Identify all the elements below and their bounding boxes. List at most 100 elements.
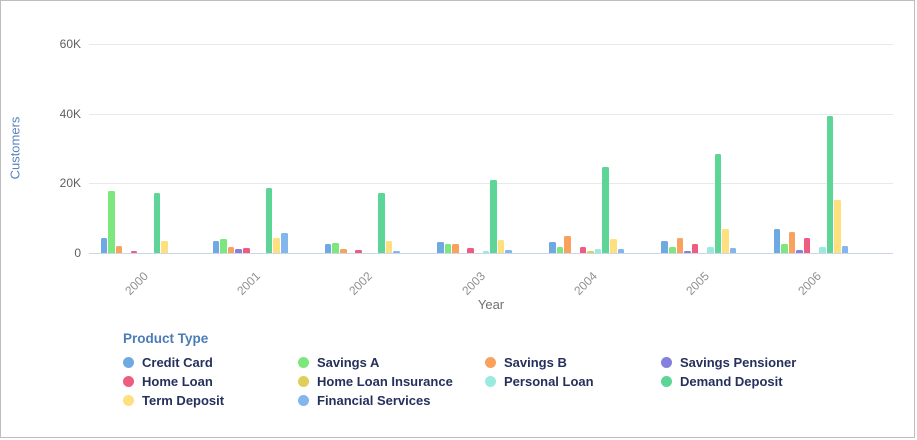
bar-savings-b[interactable]	[340, 249, 347, 253]
legend-item-demand-deposit[interactable]: Demand Deposit	[661, 374, 796, 389]
bar-credit-card[interactable]	[661, 241, 668, 253]
bar-personal-loan[interactable]	[707, 247, 714, 253]
bar-financial-services[interactable]	[618, 249, 625, 253]
bar-demand-deposit[interactable]	[154, 193, 161, 253]
bar-credit-card[interactable]	[774, 229, 781, 253]
bar-credit-card[interactable]	[549, 242, 556, 253]
bar-savings-b[interactable]	[116, 246, 123, 253]
bar-home-loan[interactable]	[131, 251, 138, 253]
legend-marker-icon	[485, 357, 496, 368]
bar-savings-a[interactable]	[669, 247, 676, 253]
bar-slot	[355, 44, 362, 253]
bar-group-2005	[661, 44, 736, 253]
bar-home-loan[interactable]	[355, 250, 362, 253]
bar-slot	[602, 44, 609, 253]
legend-marker-icon	[661, 376, 672, 387]
legend-item-label: Personal Loan	[504, 374, 594, 389]
bar-slot	[154, 44, 161, 253]
bar-savings-pensioner[interactable]	[235, 249, 242, 253]
bar-slot	[228, 44, 235, 253]
bar-slot	[161, 44, 168, 253]
bar-financial-services[interactable]	[505, 250, 512, 253]
bar-savings-b[interactable]	[677, 238, 684, 253]
bar-credit-card[interactable]	[213, 241, 220, 253]
bar-home-loan[interactable]	[243, 248, 250, 253]
bar-credit-card[interactable]	[325, 244, 332, 253]
bar-personal-loan[interactable]	[483, 251, 490, 253]
bar-term-deposit[interactable]	[386, 241, 393, 253]
legend-item-savings-b[interactable]: Savings B	[485, 355, 661, 370]
legend-marker-icon	[298, 376, 309, 387]
bar-demand-deposit[interactable]	[490, 180, 497, 253]
bar-home-loan[interactable]	[692, 244, 699, 253]
bar-savings-a[interactable]	[781, 244, 788, 253]
legend-item-label: Demand Deposit	[680, 374, 783, 389]
bar-savings-a[interactable]	[108, 191, 115, 253]
bar-slot	[618, 44, 625, 253]
bar-financial-services[interactable]	[842, 246, 849, 253]
bar-slot	[730, 44, 737, 253]
bar-savings-pensioner[interactable]	[796, 250, 803, 253]
bar-credit-card[interactable]	[101, 238, 108, 253]
legend-marker-icon	[123, 376, 134, 387]
legend-item-home-loan-insurance[interactable]: Home Loan Insurance	[298, 374, 485, 389]
bar-home-loan[interactable]	[804, 238, 811, 253]
bar-demand-deposit[interactable]	[715, 154, 722, 253]
bar-demand-deposit[interactable]	[602, 167, 609, 253]
legend-item-label: Credit Card	[142, 355, 213, 370]
bar-savings-a[interactable]	[220, 239, 227, 253]
bar-savings-a[interactable]	[332, 243, 339, 253]
legend-title: Product Type	[123, 331, 796, 346]
legend-item-label: Home Loan Insurance	[317, 374, 453, 389]
bar-financial-services[interactable]	[730, 248, 737, 253]
legend-item-personal-loan[interactable]: Personal Loan	[485, 374, 661, 389]
bar-slot	[490, 44, 497, 253]
bar-demand-deposit[interactable]	[827, 116, 834, 253]
bar-savings-b[interactable]	[789, 232, 796, 253]
bar-slot	[332, 44, 339, 253]
bar-slot	[258, 44, 265, 253]
bar-term-deposit[interactable]	[834, 200, 841, 253]
bar-term-deposit[interactable]	[273, 238, 280, 253]
bar-slot	[220, 44, 227, 253]
bar-home-loan[interactable]	[580, 247, 587, 253]
bar-slot	[774, 44, 781, 253]
legend-item-financial-services[interactable]: Financial Services	[298, 393, 485, 408]
bar-savings-a[interactable]	[557, 247, 564, 253]
bar-savings-pensioner[interactable]	[684, 251, 691, 253]
bar-demand-deposit[interactable]	[378, 193, 385, 253]
legend-item-savings-pensioner[interactable]: Savings Pensioner	[661, 355, 796, 370]
bar-slot	[595, 44, 602, 253]
bar-term-deposit[interactable]	[161, 241, 168, 253]
bar-slot	[138, 44, 145, 253]
bar-slot	[266, 44, 273, 253]
bar-credit-card[interactable]	[437, 242, 444, 253]
legend-marker-icon	[298, 357, 309, 368]
bar-slot	[146, 44, 153, 253]
bar-home-loan-insurance[interactable]	[587, 251, 594, 253]
bar-term-deposit[interactable]	[610, 239, 617, 253]
bar-savings-b[interactable]	[228, 247, 235, 253]
bar-slot	[123, 44, 130, 253]
bar-personal-loan[interactable]	[595, 249, 602, 253]
bar-slot	[169, 44, 176, 253]
bar-slot	[340, 44, 347, 253]
bar-financial-services[interactable]	[393, 251, 400, 253]
bar-personal-loan[interactable]	[819, 247, 826, 253]
bar-slot	[348, 44, 355, 253]
bar-term-deposit[interactable]	[722, 229, 729, 253]
legend-item-term-deposit[interactable]: Term Deposit	[123, 393, 298, 408]
bar-slot	[564, 44, 571, 253]
bar-slot	[108, 44, 115, 253]
bar-home-loan[interactable]	[467, 248, 474, 253]
legend-item-home-loan[interactable]: Home Loan	[123, 374, 298, 389]
bar-slot	[557, 44, 564, 253]
bar-savings-b[interactable]	[452, 244, 459, 253]
legend-item-credit-card[interactable]: Credit Card	[123, 355, 298, 370]
bar-financial-services[interactable]	[281, 233, 288, 253]
bar-term-deposit[interactable]	[498, 240, 505, 253]
bar-savings-b[interactable]	[564, 236, 571, 253]
bar-demand-deposit[interactable]	[266, 188, 273, 253]
legend-item-savings-a[interactable]: Savings A	[298, 355, 485, 370]
bar-savings-a[interactable]	[445, 244, 452, 253]
